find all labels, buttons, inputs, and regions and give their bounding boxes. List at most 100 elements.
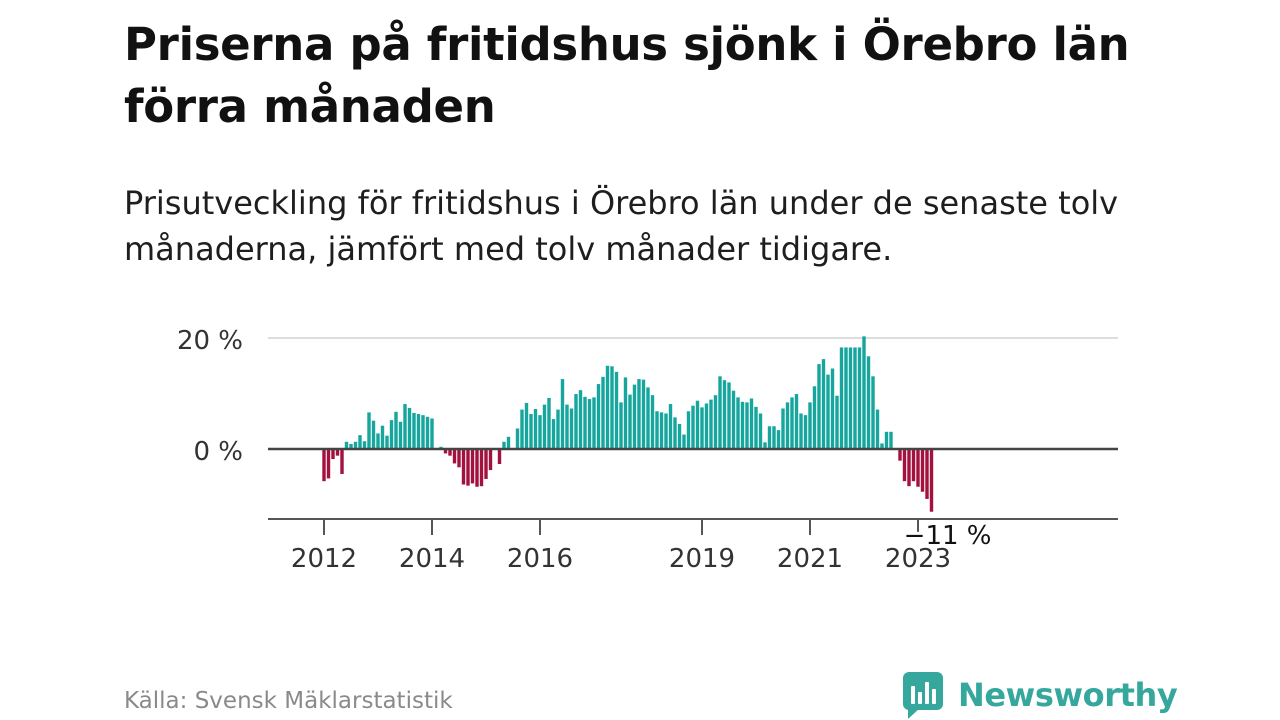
bar (601, 376, 605, 449)
bar (385, 435, 389, 449)
bar (524, 402, 529, 450)
bar (655, 411, 659, 449)
bar (920, 449, 925, 492)
bar (344, 441, 349, 449)
bar (682, 434, 686, 449)
bar (781, 408, 785, 450)
x-tick-label: 2014 (399, 544, 465, 574)
newsworthy-logo-icon (903, 672, 943, 719)
bar (637, 379, 641, 449)
bar (416, 414, 421, 449)
bar (574, 394, 578, 450)
bar (475, 449, 479, 487)
bar (817, 364, 821, 449)
bar (754, 406, 758, 449)
bar (745, 402, 749, 449)
bar (857, 347, 862, 449)
bar (880, 443, 884, 449)
bar (731, 390, 736, 449)
bar (403, 404, 407, 449)
bar (853, 347, 857, 449)
bar (398, 421, 403, 450)
bar (659, 412, 664, 449)
bar (844, 347, 848, 449)
bar (898, 449, 902, 461)
bar (767, 426, 772, 449)
brand-logo: Newsworthy (902, 670, 1178, 720)
bar (394, 411, 398, 449)
bar (452, 449, 457, 464)
bar (799, 413, 803, 449)
bar (907, 449, 911, 487)
bar (461, 449, 466, 485)
bar (322, 449, 326, 482)
bar (628, 394, 632, 449)
bar (758, 413, 763, 449)
bar (709, 399, 713, 450)
bar (547, 397, 551, 449)
x-tick-label: 2023 (885, 544, 951, 574)
bar (484, 449, 488, 479)
bar (718, 376, 722, 449)
x-tick-label: 2016 (507, 544, 573, 574)
bar (776, 430, 781, 449)
bar (421, 415, 425, 449)
bar (448, 449, 452, 456)
bar (542, 404, 547, 449)
bar (763, 442, 767, 449)
bar (875, 409, 880, 449)
bar (668, 404, 673, 449)
bar (556, 409, 560, 449)
bar (565, 404, 569, 449)
bar (515, 428, 520, 449)
bar (412, 412, 416, 449)
bar (677, 424, 682, 449)
bar (362, 441, 367, 449)
bar (506, 436, 511, 449)
bar (862, 336, 866, 449)
bar (425, 416, 430, 449)
bar (583, 396, 587, 449)
bar (592, 397, 596, 449)
bar (839, 347, 844, 449)
bar (830, 368, 835, 449)
bar (889, 431, 893, 449)
bar (691, 405, 695, 449)
bar (641, 379, 646, 450)
bar (596, 384, 601, 449)
bar (835, 395, 839, 449)
bar (614, 371, 619, 449)
bar (650, 395, 655, 449)
bar (619, 402, 623, 449)
bar (533, 409, 538, 449)
x-tick-label: 2012 (291, 544, 357, 574)
bar (569, 408, 574, 450)
bar (331, 449, 335, 459)
bar (884, 431, 889, 449)
bar (713, 395, 718, 449)
bar (457, 449, 461, 468)
bar (794, 394, 799, 450)
bar (695, 400, 700, 449)
bar (821, 359, 826, 449)
bar (551, 419, 556, 449)
bar (740, 401, 745, 449)
bar (848, 347, 853, 449)
bar (911, 449, 916, 482)
bar (610, 366, 614, 449)
bar (623, 377, 628, 449)
chart-subtitle: Prisutveckling för fritidshus i Örebro l… (124, 184, 1119, 268)
y-tick-label: 20 % (177, 326, 243, 356)
bar (808, 402, 812, 449)
y-tick-label: 0 % (193, 437, 243, 467)
bar (749, 398, 754, 449)
bar (902, 449, 907, 482)
bar (376, 433, 380, 449)
bar (502, 441, 506, 449)
bar (772, 426, 776, 449)
bar (736, 397, 740, 449)
bar (497, 449, 502, 464)
price-change-chart: 0 % 20 % 2012 2014 2016 2019 2021 2023−11 % (177, 326, 1118, 574)
x-tick-label: 2021 (777, 544, 843, 574)
bar (826, 374, 830, 449)
